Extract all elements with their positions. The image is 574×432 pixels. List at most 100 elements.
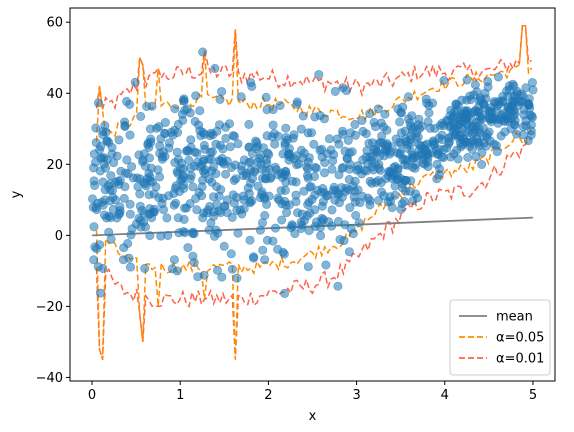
data-point xyxy=(140,263,150,273)
data-point xyxy=(207,166,217,176)
data-point xyxy=(149,189,159,199)
data-point xyxy=(176,164,186,174)
data-point xyxy=(145,231,155,241)
data-point xyxy=(320,188,330,198)
x-tick-label: 4 xyxy=(441,388,449,403)
data-point xyxy=(275,101,285,111)
data-point xyxy=(172,266,182,276)
data-point xyxy=(328,156,338,166)
data-point xyxy=(190,147,200,157)
data-point xyxy=(466,113,476,123)
data-point xyxy=(326,145,336,155)
data-point xyxy=(508,79,518,89)
y-axis-label: y xyxy=(9,190,24,198)
data-point xyxy=(279,170,289,180)
legend-box xyxy=(449,299,551,376)
data-point xyxy=(280,288,290,298)
data-point xyxy=(170,104,180,114)
data-point xyxy=(257,190,267,200)
data-point xyxy=(119,243,129,253)
data-point xyxy=(159,205,169,215)
data-point xyxy=(385,196,395,206)
data-point xyxy=(344,175,354,185)
data-point xyxy=(451,99,461,109)
data-point xyxy=(277,215,287,225)
data-point xyxy=(188,227,198,237)
data-point xyxy=(127,162,137,172)
data-point xyxy=(162,213,172,223)
data-point xyxy=(344,185,354,195)
data-point xyxy=(228,190,238,200)
data-point xyxy=(292,160,302,170)
data-point xyxy=(397,199,407,209)
data-point xyxy=(432,159,442,169)
data-point xyxy=(455,116,465,126)
data-point xyxy=(324,134,334,144)
data-point xyxy=(166,127,176,137)
data-point xyxy=(230,131,240,141)
data-point xyxy=(467,121,477,131)
data-point xyxy=(376,178,386,188)
data-point xyxy=(358,126,368,136)
data-point xyxy=(400,154,410,164)
data-point xyxy=(125,130,135,140)
data-point xyxy=(182,104,192,114)
data-point xyxy=(136,111,146,121)
data-point xyxy=(253,181,263,191)
data-point xyxy=(423,162,433,172)
data-point xyxy=(403,92,413,102)
band-001-upper xyxy=(95,25,532,111)
data-point xyxy=(96,153,106,163)
data-point xyxy=(368,165,378,175)
data-point xyxy=(118,255,128,265)
data-point xyxy=(450,130,460,140)
data-point xyxy=(160,118,170,128)
data-point xyxy=(469,90,479,100)
data-point xyxy=(98,263,108,273)
data-point xyxy=(489,139,499,149)
data-point xyxy=(198,47,208,57)
data-point xyxy=(255,225,265,235)
data-point xyxy=(282,208,292,218)
data-point xyxy=(390,190,400,200)
data-point xyxy=(351,211,361,221)
data-point xyxy=(210,64,220,74)
y-ticks: −40 −20 0 20 40 60 xyxy=(36,16,70,386)
data-point xyxy=(309,172,319,182)
data-point xyxy=(204,225,214,235)
data-point xyxy=(173,119,183,129)
data-point xyxy=(330,86,340,96)
data-point xyxy=(357,116,367,126)
data-point xyxy=(373,104,383,114)
data-point xyxy=(171,198,181,208)
data-point xyxy=(132,173,142,183)
data-point xyxy=(89,255,99,265)
data-point xyxy=(89,149,99,159)
data-point xyxy=(475,116,485,126)
data-point xyxy=(270,223,280,233)
data-point xyxy=(244,157,254,167)
band-005-lower xyxy=(95,127,533,360)
data-point xyxy=(445,111,455,121)
data-point xyxy=(189,258,199,268)
data-point xyxy=(287,220,297,230)
data-point xyxy=(216,156,226,166)
data-point xyxy=(120,182,130,192)
data-point xyxy=(273,244,283,254)
data-point xyxy=(215,94,225,104)
data-point xyxy=(353,185,363,195)
y-tick-label: 60 xyxy=(46,16,63,31)
data-point xyxy=(152,123,162,133)
data-point xyxy=(191,91,201,101)
data-point xyxy=(102,136,112,146)
data-point xyxy=(249,253,259,263)
data-point xyxy=(235,205,245,215)
data-point xyxy=(474,141,484,151)
data-point xyxy=(139,149,149,159)
data-point xyxy=(398,102,408,112)
data-point xyxy=(98,177,108,187)
data-point xyxy=(354,164,364,174)
x-tick-label: 1 xyxy=(176,388,184,403)
data-point xyxy=(202,208,212,218)
data-point xyxy=(135,201,145,211)
